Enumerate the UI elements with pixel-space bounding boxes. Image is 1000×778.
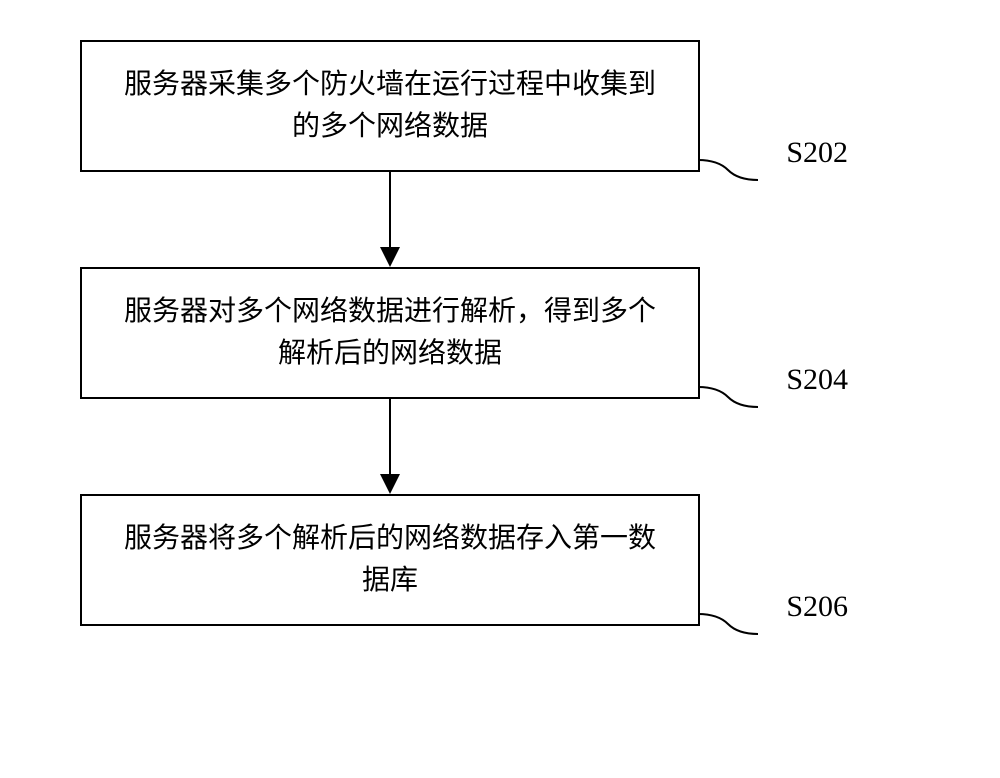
arrow-line-2 <box>389 399 391 479</box>
step-box-3: 服务器将多个解析后的网络数据存入第一数据库 S206 <box>80 494 700 626</box>
connector-curve-3 <box>698 599 758 639</box>
arrow-head-1 <box>380 247 400 267</box>
arrow-1 <box>80 172 700 267</box>
arrow-head-2 <box>380 474 400 494</box>
step-box-2: 服务器对多个网络数据进行解析，得到多个解析后的网络数据 S204 <box>80 267 700 399</box>
connector-curve-1 <box>698 145 758 185</box>
step-box-1: 服务器采集多个防火墙在运行过程中收集到的多个网络数据 S202 <box>80 40 700 172</box>
step-text-2: 服务器对多个网络数据进行解析，得到多个解析后的网络数据 <box>112 291 668 375</box>
flowchart-container: 服务器采集多个防火墙在运行过程中收集到的多个网络数据 S202 服务器对多个网络… <box>80 40 920 626</box>
step-text-3: 服务器将多个解析后的网络数据存入第一数据库 <box>112 518 668 602</box>
arrow-line-1 <box>389 172 391 252</box>
connector-curve-2 <box>698 372 758 412</box>
step-label-3: S206 <box>786 584 848 629</box>
arrow-2 <box>80 399 700 494</box>
step-label-1: S202 <box>786 130 848 175</box>
step-label-2: S204 <box>786 357 848 402</box>
step-text-1: 服务器采集多个防火墙在运行过程中收集到的多个网络数据 <box>112 64 668 148</box>
